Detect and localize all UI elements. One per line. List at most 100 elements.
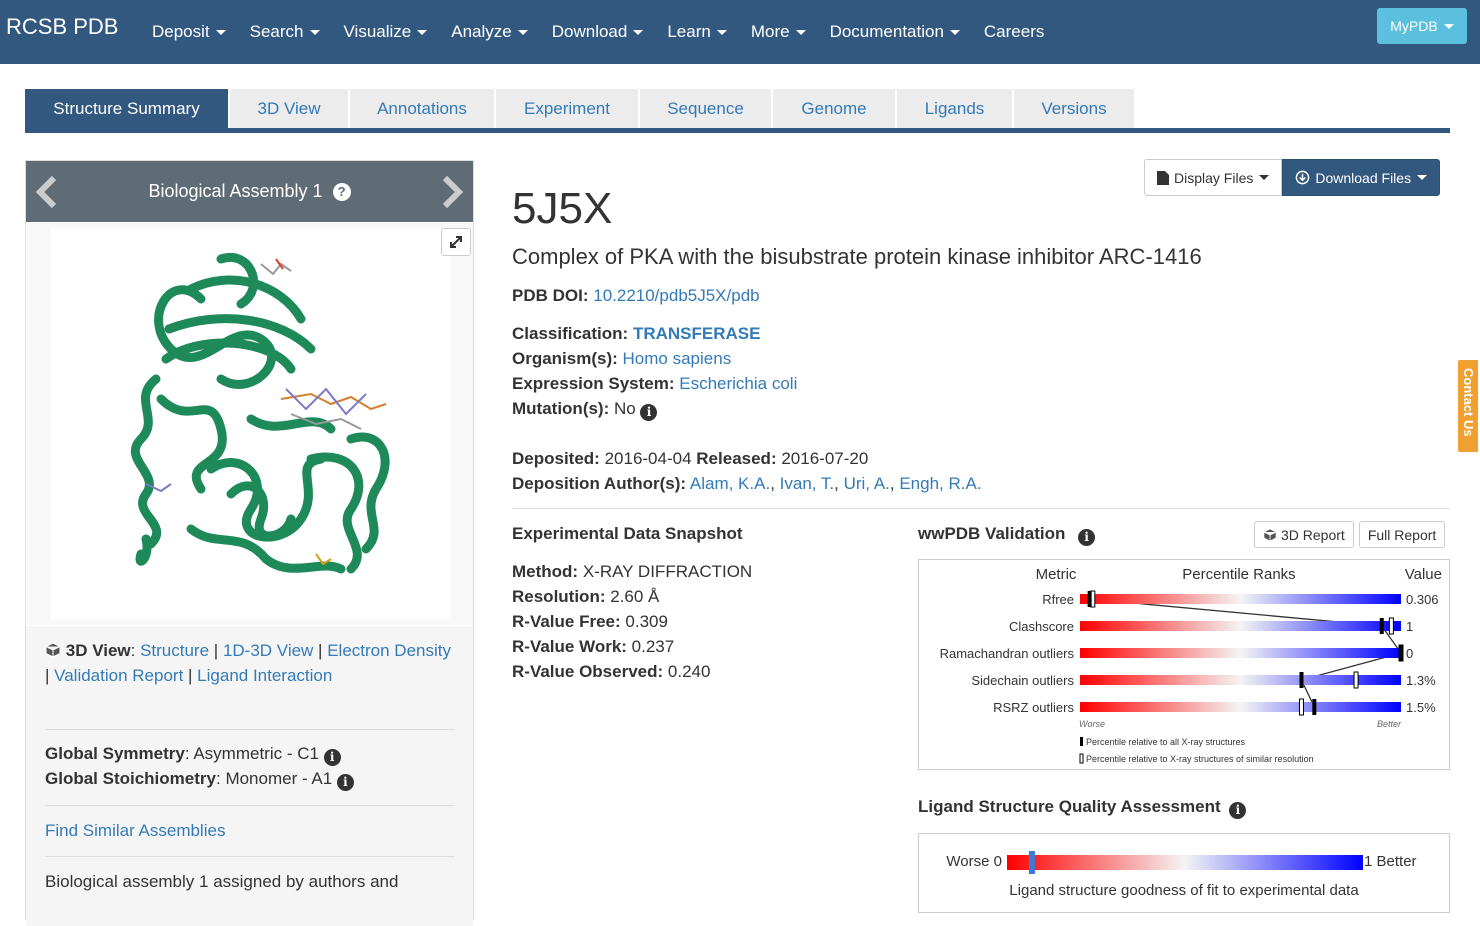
divider [45,805,455,806]
previous-assembly-icon[interactable] [32,175,62,209]
snapshot-row: R-Value Observed: 0.240 [512,659,752,684]
info-icon[interactable]: i [336,774,354,791]
percentile-bar [1080,594,1401,604]
ligand-quality-title-text: Ligand Structure Quality Assessment [918,797,1221,816]
structure-link[interactable]: Structure [140,641,210,660]
metric-name: Rfree [1042,592,1074,607]
structure-viewer[interactable] [27,223,473,625]
1d-3d-view-link[interactable]: 1D-3D View [222,641,314,660]
metric-value: 1 [1406,619,1413,634]
nav-item-deposit[interactable]: Deposit [140,22,238,42]
nav-item-download[interactable]: Download [540,22,656,42]
chevron-down-icon [716,30,727,36]
percentile-bar [1080,621,1401,631]
3d-report-button[interactable]: 3D Report [1254,521,1354,548]
assembly-header: Biological Assembly 1 ? [26,161,473,222]
mypdb-button[interactable]: MyPDB [1377,8,1467,44]
legend-similar-text: Percentile relative to X-ray structures … [1086,754,1314,764]
author-link[interactable]: Alam, K.A. [689,474,771,493]
tab-versions[interactable]: Versions [1014,89,1134,128]
tab-structure-summary[interactable]: Structure Summary [25,89,228,128]
info-icon[interactable]: i [1078,528,1096,546]
ligand-interaction-link[interactable]: Ligand Interaction [197,666,333,685]
snapshot-value: X-RAY DIFFRACTION [582,562,753,581]
metric-value: 0 [1406,646,1413,661]
display-files-label: Display Files [1174,169,1254,186]
tab-sequence[interactable]: Sequence [640,89,771,128]
protein-ribbon-image [130,252,390,574]
percentile-similar-marker [1298,698,1304,716]
full-report-button[interactable]: Full Report [1358,521,1446,548]
help-icon[interactable]: ? [332,182,351,201]
snapshot-row: Resolution: 2.60 Å [512,584,752,609]
snapshot-value: 0.240 [667,662,711,681]
percentile-bar [1080,702,1401,712]
info-icon[interactable]: i [323,749,341,766]
tab-ligands[interactable]: Ligands [897,89,1012,128]
info-icon[interactable]: i [1229,801,1247,819]
percentile-all-marker [1312,699,1317,715]
snapshot-label: R-Value Free: [512,612,621,631]
validation-report-link[interactable]: Validation Report [54,666,184,685]
view-links-block: 3D View: Structure | 1D-3D View | Electr… [45,641,451,685]
organism-link[interactable]: Homo sapiens [622,349,732,368]
mutation-label: Mutation(s): [512,399,610,418]
assembly-note: Biological assembly 1 assigned by author… [45,872,399,891]
contact-us-tab[interactable]: Contact Us [1456,358,1480,454]
nav-item-visualize[interactable]: Visualize [332,22,440,42]
find-similar-assemblies-link[interactable]: Find Similar Assemblies [45,821,226,840]
tab-experiment[interactable]: Experiment [496,89,638,128]
validation-title-text: wwPDB Validation [918,524,1066,543]
author-link[interactable]: Ivan, T. [779,474,835,493]
divider [45,856,455,857]
nav-item-search[interactable]: Search [238,22,332,42]
nav-item-label: More [750,22,790,41]
nav-item-more[interactable]: More [739,22,818,42]
electron-density-link[interactable]: Electron Density [327,641,451,660]
nav-item-documentation[interactable]: Documentation [818,22,972,42]
tab-annotations[interactable]: Annotations [350,89,494,128]
nav-item-analyze[interactable]: Analyze [439,22,539,42]
author-link[interactable]: Engh, R.A. [899,474,982,493]
expand-viewer-button[interactable] [441,228,471,256]
percentile-all-marker [1087,591,1092,607]
nav-item-learn[interactable]: Learn [655,22,738,42]
tab-genome[interactable]: Genome [773,89,895,128]
assembly-panel: Biological Assembly 1 ? [25,160,474,926]
chevron-down-icon [633,30,644,36]
snapshot-row: Method: X-RAY DIFFRACTION [512,559,752,584]
snapshot-list: Method: X-RAY DIFFRACTION Resolution: 2.6… [512,559,752,684]
file-buttons: Display Files Download Files [1144,159,1441,196]
find-similar-block: Find Similar Assemblies [45,818,455,843]
snapshot-label: R-Value Observed: [512,662,664,681]
percentile-all-marker [1299,672,1304,688]
percentile-header: Percentile Ranks [1182,566,1295,583]
nav-item-label: Analyze [451,22,512,41]
released-date: 2016-07-20 [781,449,869,468]
better-label: Better [1377,719,1402,729]
organism-label: Organism(s): [512,349,618,368]
symmetry-value: Asymmetric - C1 [193,744,319,763]
download-files-button[interactable]: Download Files [1282,159,1441,196]
chevron-down-icon [1259,175,1270,180]
author-link[interactable]: Uri, A. [843,474,890,493]
entry-tabs: Structure Summary 3D View Annotations Exper… [25,89,1450,133]
stoichiometry-value: Monomer - A1 [225,769,333,788]
doi-link[interactable]: 10.2210/pdb5J5X/pdb [593,286,760,305]
validation-chart: Metric Percentile Ranks Value Rfree 0.306… [940,566,1442,764]
ligand-quality-slider: Worse 0 1 Better Ligand structure goodne… [946,851,1417,899]
next-assembly-icon[interactable] [437,175,467,209]
deposited-label: Deposited: [512,449,600,468]
classification-link[interactable]: TRANSFERASE [632,324,761,343]
info-icon[interactable]: i [640,404,658,421]
tab-3d-view[interactable]: 3D View [230,89,348,128]
cube-icon [1263,527,1277,542]
mutation-value: No [614,399,636,418]
brand-logo[interactable]: RCSB PDB [6,14,119,39]
metric-name: Sidechain outliers [971,673,1074,688]
expression-system-link[interactable]: Escherichia coli [679,374,798,393]
cube-icon [45,642,61,658]
value-header: Value [1405,566,1442,583]
nav-item-careers[interactable]: Careers [972,22,1056,42]
display-files-button[interactable]: Display Files [1144,159,1283,196]
